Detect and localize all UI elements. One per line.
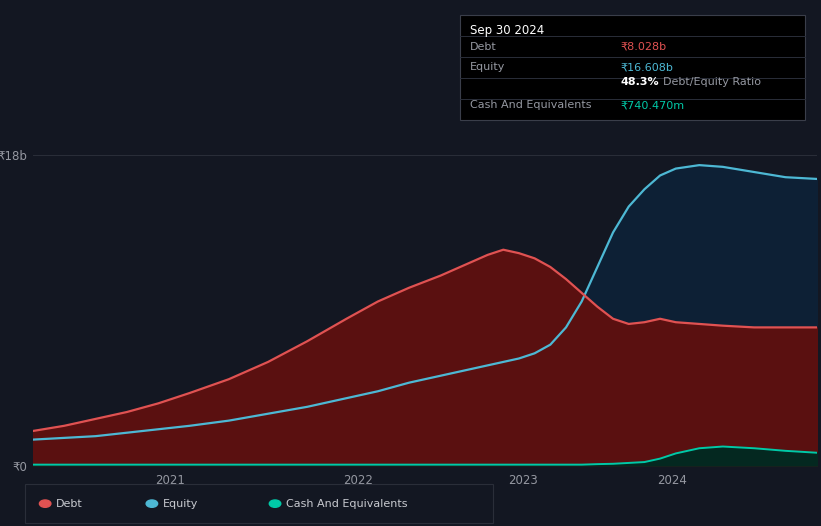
Text: Equity: Equity xyxy=(470,63,505,73)
Text: ₹740.470m: ₹740.470m xyxy=(620,100,684,110)
Text: Cash And Equivalents: Cash And Equivalents xyxy=(286,499,407,509)
Text: Sep 30 2024: Sep 30 2024 xyxy=(470,24,544,37)
Text: ₹16.608b: ₹16.608b xyxy=(620,63,673,73)
Text: 48.3%: 48.3% xyxy=(620,77,658,87)
Text: Equity: Equity xyxy=(163,499,198,509)
Text: Cash And Equivalents: Cash And Equivalents xyxy=(470,100,591,110)
Text: Debt: Debt xyxy=(470,42,497,52)
Text: Debt: Debt xyxy=(56,499,83,509)
Text: Debt/Equity Ratio: Debt/Equity Ratio xyxy=(663,77,761,87)
Text: ₹8.028b: ₹8.028b xyxy=(620,42,666,52)
